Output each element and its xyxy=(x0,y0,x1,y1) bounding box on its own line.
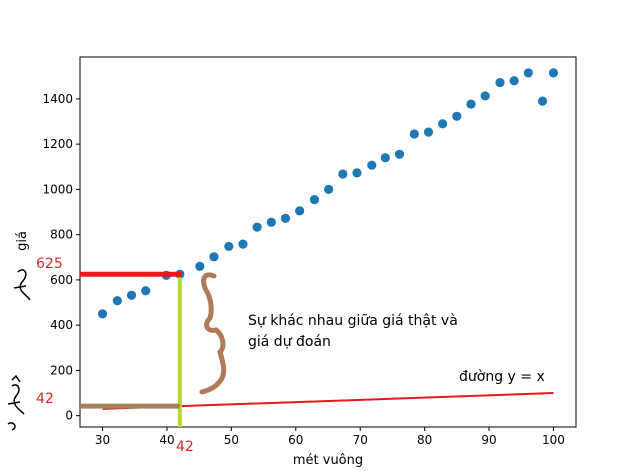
x-axis-title: mét vuông xyxy=(293,453,363,468)
x-tick-label: 60 xyxy=(288,433,303,447)
data-point xyxy=(548,68,559,78)
data-point xyxy=(509,76,519,86)
data-point xyxy=(495,77,505,88)
y-tick-label: 1400 xyxy=(42,92,73,106)
x-tick-label: 50 xyxy=(224,433,239,447)
y-tick-label: 600 xyxy=(50,273,73,287)
data-point xyxy=(423,127,434,137)
data-point xyxy=(537,96,548,106)
y-tick-label: 800 xyxy=(50,228,73,242)
x-tick-label: 70 xyxy=(353,433,368,447)
data-point xyxy=(523,68,533,78)
data-point xyxy=(324,184,334,194)
marker-layer xyxy=(80,271,182,427)
data-point xyxy=(338,169,348,179)
data-point xyxy=(112,296,122,306)
line-label: đường y = x xyxy=(459,369,545,385)
difference-text-line2: giá dự đoán xyxy=(248,334,331,350)
y-tick-label: 1200 xyxy=(42,137,73,151)
y-tick-label: 0 xyxy=(65,409,73,423)
data-point xyxy=(309,194,320,205)
difference-text-line1: Sự khác nhau giữa giá thật và xyxy=(248,313,458,329)
data-point xyxy=(238,239,248,249)
x-tick-label: 100 xyxy=(542,433,565,447)
data-point xyxy=(466,99,476,109)
actual-value-label: 625 xyxy=(36,256,63,272)
data-point xyxy=(266,217,276,227)
data-point xyxy=(295,206,305,216)
data-point xyxy=(380,153,390,163)
data-point xyxy=(352,168,362,178)
predicted-value-label: 42 xyxy=(36,391,54,407)
difference-brace xyxy=(199,272,227,395)
data-point xyxy=(367,160,377,170)
x-tick-label: 90 xyxy=(481,433,496,447)
data-point xyxy=(409,129,419,139)
y-tick-label: 200 xyxy=(50,363,73,377)
data-point xyxy=(209,252,219,262)
y-tick-label: 1000 xyxy=(42,182,73,196)
handwritten-y-squiggle xyxy=(13,269,31,301)
y-tick-label: 400 xyxy=(50,318,73,332)
data-point xyxy=(141,286,151,296)
data-point xyxy=(438,119,448,129)
data-point xyxy=(97,309,108,319)
data-point xyxy=(452,111,462,121)
x-marker-label: 42 xyxy=(176,439,194,455)
y-axis-title: giá xyxy=(15,231,30,251)
x-tick-label: 40 xyxy=(159,433,174,447)
x-axis: 30 40 50 60 70 80 90 100 xyxy=(95,427,565,447)
x-tick-label: 30 xyxy=(95,433,110,447)
data-point xyxy=(252,222,262,232)
data-point xyxy=(480,91,490,101)
data-point xyxy=(394,149,405,159)
data-point xyxy=(280,213,291,223)
plot-frame xyxy=(79,56,577,428)
y-axis: 0 200 400 600 800 1000 1200 1400 xyxy=(42,92,80,423)
data-point xyxy=(195,261,205,271)
x-tick-label: 80 xyxy=(417,433,432,447)
handwritten-yhat-squiggle xyxy=(7,374,25,431)
data-point xyxy=(224,241,234,252)
data-point xyxy=(126,290,137,300)
scatter-series xyxy=(97,68,559,319)
